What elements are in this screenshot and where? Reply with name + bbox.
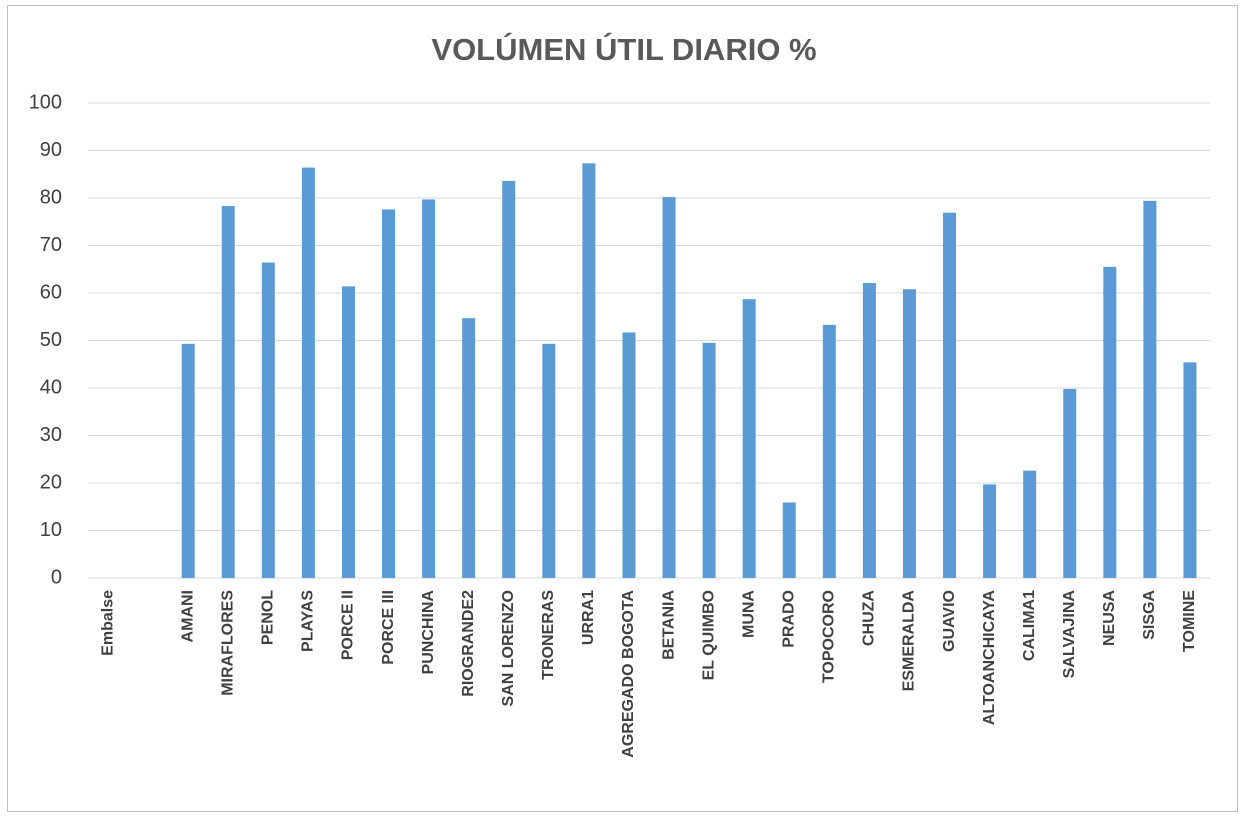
x-tick-label: TRONERAS xyxy=(540,590,557,680)
bar xyxy=(542,343,556,578)
y-tick-label: 60 xyxy=(40,281,62,303)
y-tick-label: 80 xyxy=(40,186,62,208)
bar xyxy=(502,180,516,578)
bar xyxy=(742,299,756,578)
x-tick-label: PORCE III xyxy=(380,590,397,665)
bar xyxy=(822,324,836,578)
x-tick-label: PLAYAS xyxy=(300,590,317,652)
bar xyxy=(261,262,275,578)
x-tick-label: RIOGRANDE2 xyxy=(460,590,477,697)
bar xyxy=(462,318,476,578)
y-tick-label: 10 xyxy=(40,519,62,541)
x-tick-label: PUNCHINA xyxy=(420,590,437,675)
y-tick-label: 20 xyxy=(40,471,62,493)
bar xyxy=(943,212,957,578)
y-tick-label: 0 xyxy=(51,566,62,588)
x-tick-label: Embalse xyxy=(99,590,116,656)
x-tick-label: ALTOANCHICAYA xyxy=(981,590,998,726)
x-tick-label: PORCE II xyxy=(340,590,357,660)
bar xyxy=(181,343,195,578)
x-tick-label: BETANIA xyxy=(660,590,677,660)
x-tick-label: MUNA xyxy=(740,590,757,638)
x-tick-label: GUAVIO xyxy=(941,590,958,652)
x-tick-label: SALVAJINA xyxy=(1061,590,1078,679)
y-tick-label: 70 xyxy=(40,234,62,256)
chart-title: VOLÚMEN ÚTIL DIARIO % xyxy=(431,31,816,67)
bar xyxy=(622,332,636,578)
x-tick-label: CALIMA1 xyxy=(1021,590,1038,661)
x-tick-label: TOPOCORO xyxy=(821,590,838,683)
x-tick-label: URRA1 xyxy=(580,590,597,645)
bar xyxy=(382,209,396,578)
bar xyxy=(221,206,235,578)
bar xyxy=(983,484,997,578)
bar xyxy=(1023,470,1037,578)
x-tick-label: MIRAFLORES xyxy=(219,590,236,696)
bar xyxy=(1143,200,1157,578)
bar xyxy=(582,163,596,578)
bar xyxy=(1063,388,1077,578)
x-tick-label: AGREGADO BOGOTA xyxy=(620,590,637,758)
bar xyxy=(1103,266,1117,578)
x-tick-label: TOMINE xyxy=(1181,590,1198,652)
bar xyxy=(422,199,436,579)
x-tick-label: ESMERALDA xyxy=(901,590,918,692)
x-tick-label: PRADO xyxy=(780,590,797,648)
y-tick-label: 30 xyxy=(40,424,62,446)
x-tick-label: SAN LORENZO xyxy=(500,590,517,706)
bar xyxy=(782,502,796,578)
x-tick-label: CHUZA xyxy=(861,590,878,646)
bar xyxy=(902,289,916,578)
y-tick-label: 40 xyxy=(40,376,62,398)
y-tick-label: 100 xyxy=(29,91,62,113)
x-tick-label: SISGA xyxy=(1141,590,1158,640)
y-tick-label: 90 xyxy=(40,139,62,161)
bar xyxy=(702,342,716,578)
bar xyxy=(1183,362,1197,578)
bar xyxy=(341,286,355,578)
x-tick-label: NEUSA xyxy=(1101,590,1118,646)
x-tick-label: EL QUIMBO xyxy=(700,590,717,680)
y-tick-label: 50 xyxy=(40,329,62,351)
x-tick-label: PENOL xyxy=(260,590,277,645)
x-tick-label: AMANI xyxy=(179,590,196,642)
bar xyxy=(301,167,315,578)
bar xyxy=(862,283,876,578)
bar xyxy=(662,197,676,579)
